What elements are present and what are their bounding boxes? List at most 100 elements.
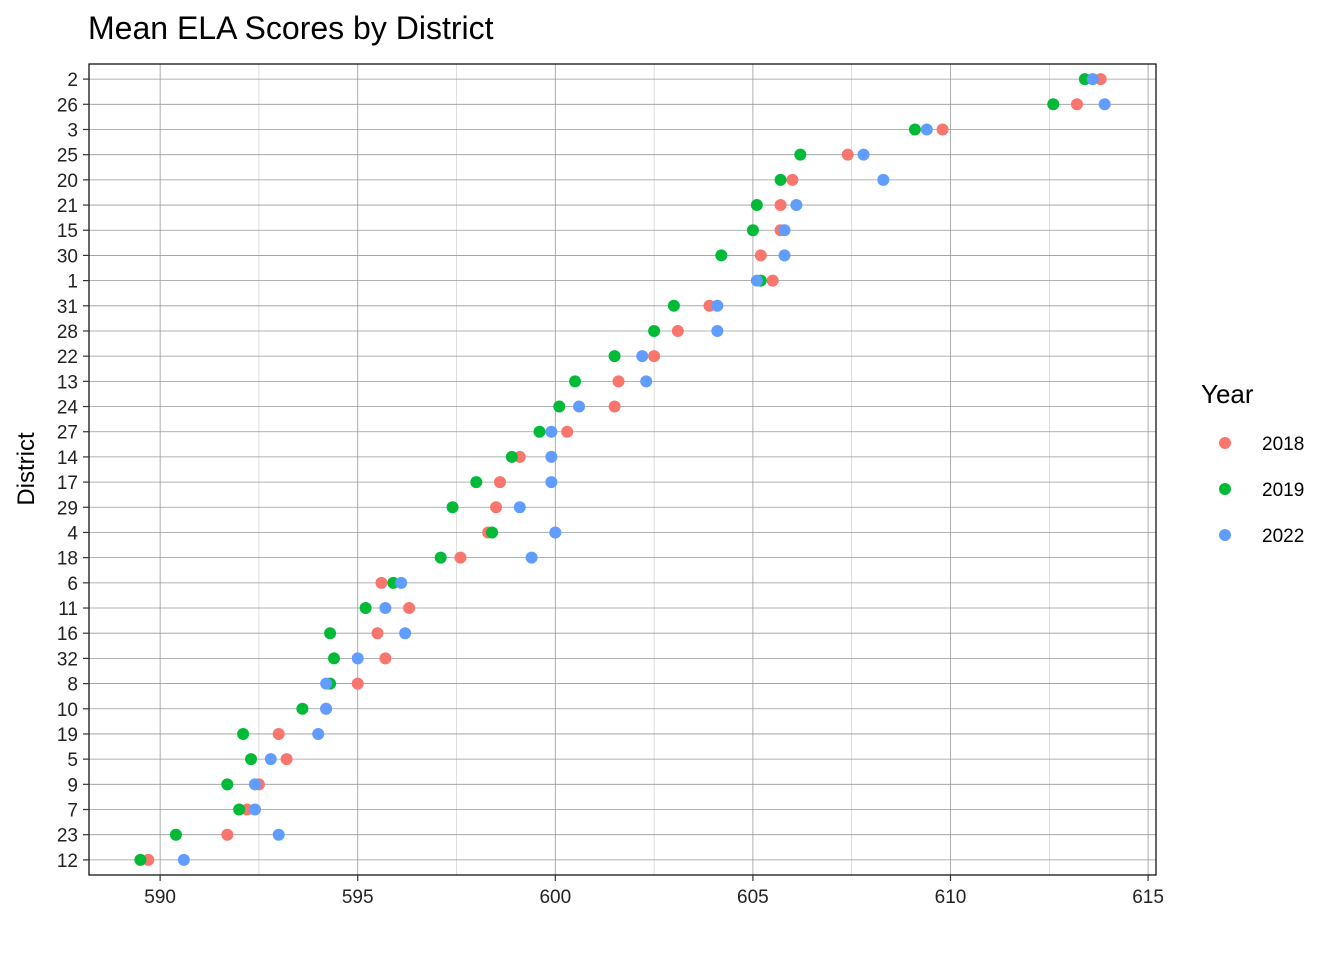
y-tick-label: 21 [57, 196, 78, 217]
point-2019 [1047, 98, 1060, 111]
y-tick-label: 20 [57, 171, 78, 192]
y-tick-label: 19 [57, 725, 78, 746]
point-2019 [667, 299, 680, 312]
point-2018 [561, 425, 574, 438]
point-2018 [351, 677, 364, 690]
y-tick-label: 12 [57, 851, 78, 872]
point-2022 [320, 677, 333, 690]
point-2019 [715, 249, 728, 262]
point-2018 [280, 753, 293, 766]
point-2019 [324, 627, 337, 640]
x-tick-label: 605 [737, 887, 769, 908]
point-2022 [545, 425, 558, 438]
point-2018 [490, 501, 503, 514]
point-2018 [774, 199, 787, 212]
point-2019 [608, 350, 621, 363]
y-tick-label: 28 [57, 322, 78, 343]
y-tick-label: 31 [57, 297, 78, 318]
point-2022 [320, 702, 333, 715]
point-2022 [272, 828, 285, 841]
point-2018 [786, 173, 799, 186]
x-tick-label: 595 [342, 887, 374, 908]
y-tick-label: 23 [57, 826, 78, 847]
point-2019 [470, 476, 483, 489]
legend-key-2022 [1219, 529, 1231, 541]
plot-border [88, 63, 1157, 876]
point-2018 [371, 627, 384, 640]
y-tick-label: 8 [67, 675, 78, 696]
y-tick-label: 1 [67, 272, 78, 293]
point-2019 [774, 173, 787, 186]
y-tick-label: 11 [58, 599, 78, 620]
point-2019 [553, 400, 566, 413]
point-2022 [177, 853, 190, 866]
y-tick-label: 27 [57, 423, 78, 444]
point-2022 [549, 526, 562, 539]
point-2022 [711, 324, 724, 337]
point-2022 [790, 199, 803, 212]
point-2022 [395, 576, 408, 589]
point-2018 [403, 602, 416, 615]
point-2022 [778, 224, 791, 237]
point-2019 [359, 602, 372, 615]
point-2022 [264, 753, 277, 766]
point-2022 [513, 501, 526, 514]
y-tick-label: 9 [67, 775, 78, 796]
y-tick-label: 32 [57, 649, 78, 670]
point-2018 [379, 652, 392, 665]
point-2022 [525, 551, 538, 564]
point-2018 [608, 400, 621, 413]
legend-label-2022: 2022 [1262, 526, 1304, 547]
point-2019 [908, 123, 921, 136]
x-tick-label: 615 [1132, 887, 1164, 908]
y-tick-label: 16 [57, 624, 78, 645]
legend-label-2018: 2018 [1262, 434, 1304, 455]
y-tick-label: 2 [67, 70, 78, 91]
point-2022 [399, 627, 412, 640]
point-2019 [750, 199, 763, 212]
point-2019 [569, 375, 582, 388]
point-2019 [533, 425, 546, 438]
point-2019 [328, 652, 341, 665]
y-tick-label: 13 [57, 372, 78, 393]
point-2019 [169, 828, 182, 841]
y-tick-label: 30 [57, 246, 78, 267]
point-2022 [920, 123, 933, 136]
y-tick-label: 17 [57, 473, 78, 494]
point-2019 [648, 324, 661, 337]
point-2019 [237, 727, 250, 740]
y-tick-label: 4 [67, 523, 78, 544]
point-2019 [296, 702, 309, 715]
point-2022 [636, 350, 649, 363]
legend-key-2019 [1219, 483, 1231, 495]
y-tick-label: 29 [57, 498, 78, 519]
point-2018 [493, 476, 506, 489]
point-2022 [857, 148, 870, 161]
y-axis: 2263252021153013128221324271417294186111… [57, 70, 89, 872]
point-2019 [434, 551, 447, 564]
point-2018 [754, 249, 767, 262]
point-2019 [794, 148, 807, 161]
legend-title: Year [1201, 379, 1254, 409]
y-tick-label: 24 [57, 398, 79, 419]
point-2019 [486, 526, 499, 539]
point-2019 [505, 450, 518, 463]
point-2022 [312, 727, 325, 740]
point-2022 [351, 652, 364, 665]
point-2018 [272, 727, 285, 740]
y-tick-label: 10 [57, 700, 78, 721]
y-tick-label: 5 [67, 750, 78, 771]
legend-key-2018 [1219, 437, 1231, 449]
y-tick-label: 22 [57, 347, 78, 368]
point-2019 [245, 753, 258, 766]
y-tick-label: 18 [57, 549, 78, 570]
point-2022 [711, 299, 724, 312]
grid-minor [258, 64, 1050, 875]
point-2018 [612, 375, 625, 388]
point-2018 [375, 576, 388, 589]
legend-label-2019: 2019 [1262, 480, 1304, 501]
legend: Year 2018 2019 2022 [1201, 379, 1304, 547]
point-2019 [233, 803, 246, 816]
point-2019 [221, 778, 234, 791]
